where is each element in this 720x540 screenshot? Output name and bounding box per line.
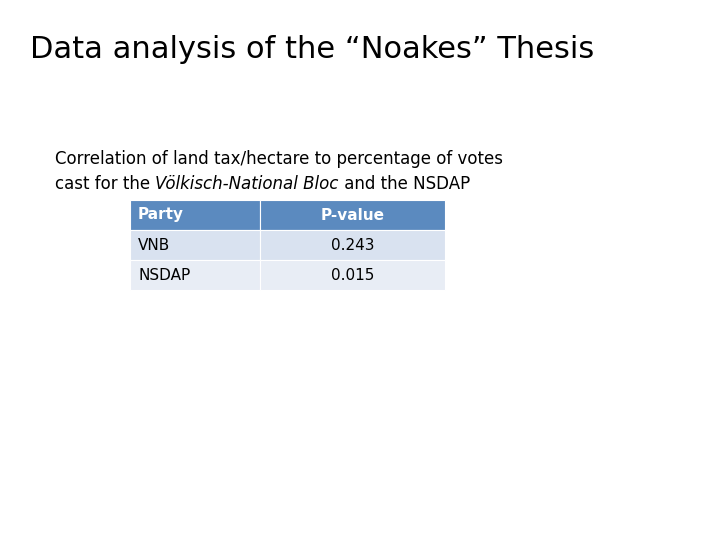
FancyBboxPatch shape (130, 230, 260, 260)
Text: cast for the: cast for the (55, 175, 156, 193)
Text: Völkisch-National Bloc: Völkisch-National Bloc (156, 175, 338, 193)
Text: Correlation of land tax/hectare to percentage of votes: Correlation of land tax/hectare to perce… (55, 150, 503, 168)
FancyBboxPatch shape (260, 230, 445, 260)
Text: 0.015: 0.015 (330, 267, 374, 282)
Text: 0.243: 0.243 (330, 238, 374, 253)
FancyBboxPatch shape (260, 200, 445, 230)
FancyBboxPatch shape (130, 260, 260, 290)
Text: Party: Party (138, 207, 184, 222)
Text: and the NSDAP: and the NSDAP (338, 175, 470, 193)
Text: Data analysis of the “Noakes” Thesis: Data analysis of the “Noakes” Thesis (30, 35, 594, 64)
FancyBboxPatch shape (130, 200, 260, 230)
Text: NSDAP: NSDAP (138, 267, 190, 282)
Text: P-value: P-value (320, 207, 384, 222)
Text: VNB: VNB (138, 238, 170, 253)
FancyBboxPatch shape (260, 260, 445, 290)
